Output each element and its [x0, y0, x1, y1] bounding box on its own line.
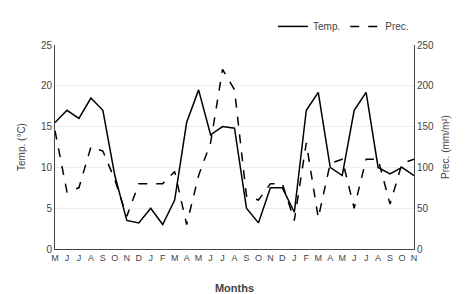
svg-text:M: M	[338, 253, 346, 263]
svg-text:S: S	[100, 253, 106, 263]
svg-text:J: J	[77, 253, 82, 263]
svg-text:25: 25	[41, 40, 53, 51]
svg-text:J: J	[65, 253, 70, 263]
svg-text:100: 100	[417, 162, 434, 173]
svg-text:M: M	[51, 253, 59, 263]
svg-text:J: J	[148, 253, 153, 263]
svg-text:S: S	[243, 253, 249, 263]
svg-text:N: N	[411, 253, 418, 263]
svg-text:M: M	[171, 253, 179, 263]
svg-text:10: 10	[41, 162, 53, 173]
svg-text:A: A	[88, 253, 94, 263]
svg-text:O: O	[111, 253, 118, 263]
svg-text:J: J	[352, 253, 357, 263]
svg-text:A: A	[375, 253, 381, 263]
svg-text:N: N	[267, 253, 274, 263]
svg-text:J: J	[292, 253, 297, 263]
svg-text:Prec. (mm/m²): Prec. (mm/m²)	[440, 115, 451, 179]
svg-text:A: A	[231, 253, 237, 263]
svg-text:0: 0	[417, 244, 423, 255]
svg-text:F: F	[304, 253, 310, 263]
svg-text:J: J	[208, 253, 213, 263]
svg-text:M: M	[315, 253, 323, 263]
svg-text:F: F	[160, 253, 166, 263]
svg-text:5: 5	[46, 203, 52, 214]
svg-text:O: O	[399, 253, 406, 263]
svg-text:0: 0	[46, 244, 52, 255]
svg-text:15: 15	[41, 121, 53, 132]
svg-text:S: S	[387, 253, 393, 263]
svg-text:Temp. (°C): Temp. (°C)	[16, 123, 27, 171]
svg-text:Months: Months	[215, 282, 254, 294]
svg-text:M: M	[195, 253, 203, 263]
svg-text:20: 20	[41, 80, 53, 91]
svg-text:J: J	[220, 253, 225, 263]
svg-text:200: 200	[417, 80, 434, 91]
svg-text:Prec.: Prec.	[385, 21, 408, 32]
svg-text:D: D	[136, 253, 143, 263]
svg-text:150: 150	[417, 121, 434, 132]
svg-text:J: J	[364, 253, 369, 263]
svg-text:A: A	[327, 253, 333, 263]
svg-text:N: N	[124, 253, 131, 263]
svg-text:D: D	[279, 253, 286, 263]
svg-text:Temp.: Temp.	[313, 21, 340, 32]
svg-text:O: O	[255, 253, 262, 263]
svg-text:A: A	[184, 253, 190, 263]
svg-text:250: 250	[417, 40, 434, 51]
svg-text:50: 50	[417, 203, 429, 214]
